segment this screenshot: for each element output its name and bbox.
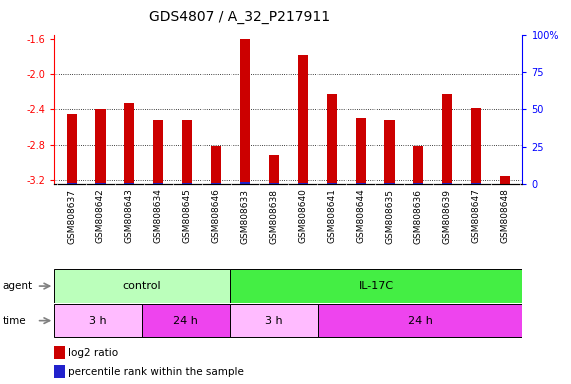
Text: GSM808645: GSM808645	[183, 189, 192, 243]
Bar	[124, 103, 134, 184]
Bar	[471, 108, 481, 184]
Bar	[142, 304, 230, 337]
Text: time: time	[3, 316, 26, 326]
Bar	[95, 109, 106, 184]
Text: IL-17C: IL-17C	[359, 281, 394, 291]
Text: GSM808637: GSM808637	[67, 189, 76, 243]
Bar	[297, 55, 308, 184]
Text: GSM808643: GSM808643	[125, 189, 134, 243]
Bar	[54, 346, 65, 359]
Text: GSM808638: GSM808638	[270, 189, 279, 243]
Text: GDS4807 / A_32_P217911: GDS4807 / A_32_P217911	[149, 10, 331, 23]
Text: GSM808642: GSM808642	[96, 189, 105, 243]
Bar	[230, 270, 522, 303]
Bar	[240, 39, 250, 184]
Bar	[230, 304, 317, 337]
Bar	[443, 94, 452, 184]
Text: 24 h: 24 h	[408, 316, 432, 326]
Text: GSM808636: GSM808636	[414, 189, 423, 243]
Bar	[471, 183, 481, 184]
Bar	[95, 183, 106, 184]
Bar	[240, 182, 250, 184]
Bar	[153, 120, 163, 184]
Text: GSM808646: GSM808646	[212, 189, 220, 243]
Bar	[443, 183, 452, 184]
Bar	[384, 120, 395, 184]
Bar	[384, 183, 395, 184]
Text: control: control	[123, 281, 162, 291]
Text: 24 h: 24 h	[174, 316, 198, 326]
Bar	[153, 183, 163, 184]
Bar	[124, 183, 134, 184]
Bar	[67, 114, 77, 184]
Bar	[182, 183, 192, 184]
Text: percentile rank within the sample: percentile rank within the sample	[69, 367, 244, 377]
Text: 3 h: 3 h	[265, 316, 283, 326]
Bar	[327, 183, 337, 184]
Bar	[327, 94, 337, 184]
Bar	[297, 182, 308, 184]
Text: GSM808647: GSM808647	[472, 189, 481, 243]
Bar	[356, 183, 365, 184]
Text: GSM808640: GSM808640	[298, 189, 307, 243]
Bar	[356, 118, 365, 184]
Text: GSM808633: GSM808633	[240, 189, 250, 243]
Bar	[269, 183, 279, 184]
Bar	[500, 175, 510, 184]
Bar	[413, 146, 424, 184]
Bar	[182, 120, 192, 184]
Text: GSM808648: GSM808648	[501, 189, 510, 243]
Bar	[413, 183, 424, 184]
Bar	[317, 304, 522, 337]
Text: agent: agent	[3, 281, 33, 291]
Bar	[269, 155, 279, 184]
Bar	[54, 365, 65, 378]
Text: GSM808635: GSM808635	[385, 189, 394, 243]
Text: 3 h: 3 h	[89, 316, 107, 326]
Text: GSM808644: GSM808644	[356, 189, 365, 243]
Text: GSM808641: GSM808641	[327, 189, 336, 243]
Text: GSM808634: GSM808634	[154, 189, 163, 243]
Text: GSM808639: GSM808639	[443, 189, 452, 243]
Bar	[54, 270, 230, 303]
Bar	[211, 183, 221, 184]
Bar	[54, 304, 142, 337]
Bar	[211, 146, 221, 184]
Text: log2 ratio: log2 ratio	[69, 348, 118, 358]
